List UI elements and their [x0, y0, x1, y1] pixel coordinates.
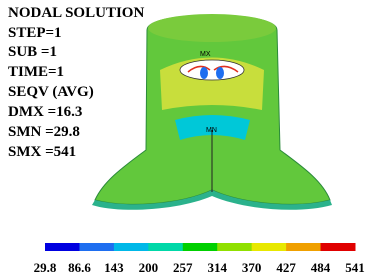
- info-line: SMX =541: [8, 144, 76, 160]
- color-swatch: [45, 243, 80, 251]
- info-line: SEQV (AVG): [8, 84, 94, 100]
- color-label: 314: [207, 260, 227, 275]
- info-line: SUB =1: [8, 44, 57, 60]
- info-line: DMX =16.3: [8, 104, 82, 120]
- color-swatch: [148, 243, 183, 251]
- info-line: STEP=1: [8, 25, 62, 41]
- color-swatch: [114, 243, 149, 251]
- cold-spot: [200, 67, 208, 79]
- color-label: 143: [104, 260, 124, 275]
- color-label: 370: [242, 260, 262, 275]
- info-line: SMN =29.8: [8, 124, 80, 140]
- info-title: NODAL SOLUTION: [8, 5, 144, 21]
- model: MX MN: [92, 14, 332, 210]
- color-swatch: [79, 243, 114, 251]
- max-marker: MX: [200, 51, 211, 58]
- color-label: 541: [345, 260, 365, 275]
- color-label: 427: [276, 260, 296, 275]
- color-bar: 29.8 86.6 143 200 257 314 370 427 484 541: [34, 243, 365, 275]
- color-swatch: [217, 243, 252, 251]
- color-swatch: [321, 243, 356, 251]
- info-line: TIME=1: [8, 64, 64, 80]
- color-swatch: [183, 243, 218, 251]
- min-marker: MN: [206, 127, 217, 134]
- color-label: 86.6: [68, 260, 91, 275]
- color-swatch: [252, 243, 287, 251]
- color-label: 484: [311, 260, 331, 275]
- color-label: 29.8: [34, 260, 57, 275]
- top-opening: [148, 14, 276, 42]
- cold-spot: [216, 67, 224, 79]
- color-swatch: [286, 243, 321, 251]
- color-label: 257: [173, 260, 193, 275]
- color-label: 200: [139, 260, 159, 275]
- screenshot: MX MN NODAL SOLUTION STEP=1 SUB =1 TIME=…: [0, 0, 371, 280]
- info-block: NODAL SOLUTION STEP=1 SUB =1 TIME=1 SEQV…: [8, 5, 144, 160]
